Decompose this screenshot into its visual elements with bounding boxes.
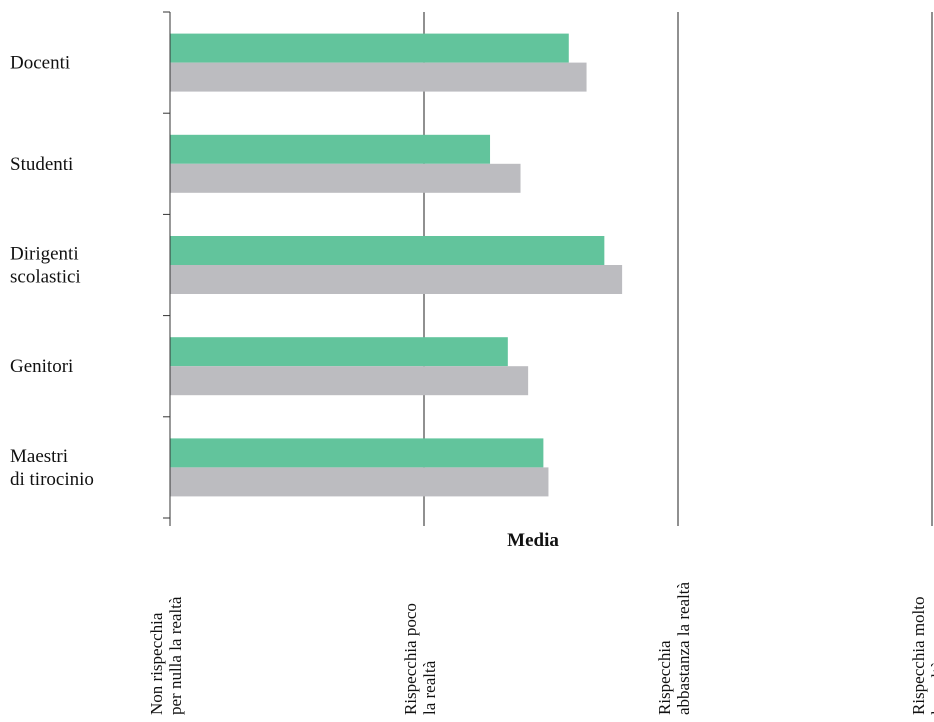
tick-label-group-1: Rispecchia pocola realtà (401, 603, 439, 715)
category-label-line: Dirigenti (10, 244, 79, 265)
bar-1-1 (170, 163, 521, 193)
bar-4-1 (170, 467, 549, 497)
bar-4-0 (170, 438, 544, 468)
tick-label-group-0: Non rispecchiaper nulla la realtà (147, 596, 185, 715)
tick-label-line: Non rispecchia (147, 612, 166, 715)
tick-label: Rispecchia moltola realtà (909, 596, 934, 715)
axes (163, 11, 171, 526)
tick-label-group-3: Rispecchia moltola realtà (909, 596, 934, 715)
bar-0-1 (170, 62, 587, 92)
category-label-line: Genitori (10, 356, 73, 377)
tick-label: Rispecchiaabbastanza la realtà (655, 581, 693, 715)
category-label: Studenti (10, 154, 73, 175)
bar-2-1 (170, 265, 623, 294)
tick-label-line: la realtà (420, 660, 439, 715)
category-label-line: di tirocinio (10, 469, 94, 490)
bar-3-0 (170, 337, 508, 367)
category-label-line: Studenti (10, 154, 73, 175)
tick-labels: Non rispecchiaper nulla la realtà Rispecc… (147, 581, 934, 715)
bar-3-1 (170, 366, 529, 396)
category-label: Docenti (10, 53, 70, 74)
bar-1-0 (170, 134, 491, 164)
category-label-line: scolastici (10, 267, 81, 288)
tick-label-line: per nulla la realtà (166, 596, 185, 715)
bars (170, 33, 623, 497)
category-labels: Docenti Studenti Dirigenti scolastici Genito… (10, 53, 94, 490)
category-label-line: Docenti (10, 53, 70, 74)
category-label: Genitori (10, 356, 73, 377)
x-axis-label: Media (507, 530, 559, 551)
tick-label-line: Rispecchia molto (909, 596, 928, 715)
tick-label-line: la realtà (928, 660, 934, 715)
tick-label-group-2: Rispecchiaabbastanza la realtà (655, 581, 693, 715)
category-label-line: Maestri (10, 446, 68, 467)
bar-2-0 (170, 236, 605, 265)
bar-0-0 (170, 33, 569, 63)
tick-label-line: Rispecchia (655, 640, 674, 715)
category-label: Dirigenti scolastici (10, 244, 81, 288)
tick-label-line: Rispecchia poco (401, 603, 420, 715)
tick-label: Non rispecchiaper nulla la realtà (147, 596, 185, 715)
tick-label: Rispecchia pocola realtà (401, 603, 439, 715)
category-label: Maestri di tirocinio (10, 446, 94, 490)
tick-label-line: abbastanza la realtà (674, 581, 693, 715)
